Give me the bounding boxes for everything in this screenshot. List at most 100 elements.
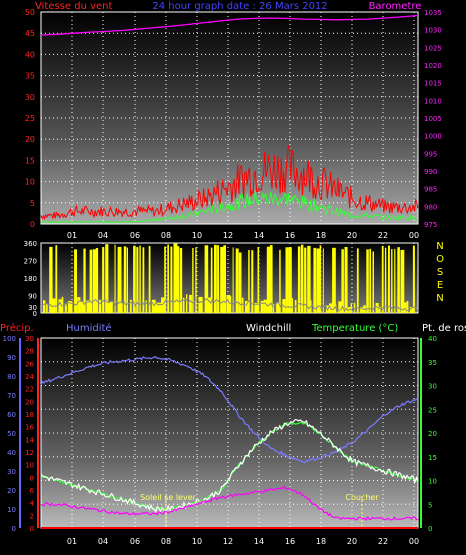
precip-tick-3: 6 bbox=[30, 487, 35, 495]
panel3-2-x-tick-1: 04 bbox=[98, 537, 108, 546]
panel1-right-axis-label: Barometre bbox=[369, 1, 422, 12]
panel1-right-tick-0: 975 bbox=[424, 221, 437, 229]
series-dewpoint-line bbox=[40, 485, 419, 521]
precip-tick-5: 10 bbox=[25, 462, 34, 470]
direction-bar bbox=[381, 246, 384, 313]
direction-bar bbox=[291, 298, 293, 313]
temp-tick-6: 30 bbox=[428, 383, 437, 391]
sunset-annotation: Coucher bbox=[345, 493, 379, 502]
precip-tick-11: 22 bbox=[25, 386, 34, 394]
chart-title: 24 hour graph date : 26 Mars 2012 bbox=[152, 1, 327, 12]
precip-tick-12: 24 bbox=[25, 373, 34, 381]
panel1-0-x-tick-10: 22 bbox=[378, 231, 388, 240]
direction-bar bbox=[366, 249, 369, 313]
panel1-left-tick-3: 15 bbox=[25, 156, 35, 165]
direction-bar bbox=[105, 244, 109, 313]
direction-bar bbox=[266, 246, 271, 313]
direction-bar bbox=[223, 245, 226, 313]
direction-bar bbox=[173, 243, 178, 313]
panel3-2-x-tick-5: 12 bbox=[223, 537, 233, 546]
direction-bar bbox=[198, 296, 203, 313]
direction-bar bbox=[151, 299, 156, 313]
direction-bar bbox=[89, 249, 93, 313]
series-windchill-line bbox=[40, 418, 419, 514]
direction-bar bbox=[154, 302, 158, 313]
panel1-0-x-tick-6: 14 bbox=[254, 231, 264, 240]
panel1-left-tick-8: 40 bbox=[25, 50, 35, 59]
direction-bar bbox=[269, 245, 273, 313]
direction-bar bbox=[61, 296, 64, 313]
panel1-right-tick-4: 995 bbox=[424, 150, 437, 158]
panel1-right-tick-9: 1020 bbox=[424, 62, 442, 70]
temp-tick-3: 15 bbox=[428, 454, 437, 462]
direction-bar bbox=[279, 249, 281, 313]
direction-bar bbox=[92, 249, 97, 313]
direction-bar bbox=[182, 297, 185, 313]
panel1-left-tick-2: 10 bbox=[25, 178, 35, 187]
series-gust-line bbox=[40, 144, 419, 221]
direction-bar bbox=[164, 246, 166, 313]
temp-tick-2: 10 bbox=[428, 478, 437, 486]
panel1-0-x-tick-11: 00 bbox=[409, 231, 419, 240]
direction-bar bbox=[273, 304, 275, 313]
panel1-0-x-tick-0: 01 bbox=[67, 231, 77, 240]
direction-bar bbox=[179, 248, 183, 313]
precip-tick-4: 8 bbox=[30, 474, 34, 482]
direction-bar bbox=[263, 299, 268, 313]
direction-bar bbox=[158, 302, 162, 313]
direction-bar bbox=[301, 244, 304, 313]
windchill-label: Windchill bbox=[246, 323, 291, 334]
direction-bar bbox=[248, 250, 250, 313]
direction-bar bbox=[403, 302, 407, 313]
direction-bar bbox=[288, 247, 292, 313]
direction-bar bbox=[207, 297, 212, 313]
humidity-tick-1: 10 bbox=[7, 506, 16, 514]
direction-bar bbox=[139, 245, 141, 313]
humidity-label: Humidité bbox=[66, 322, 112, 334]
precip-label: Précip. bbox=[0, 322, 34, 334]
temp-tick-1: 5 bbox=[428, 501, 432, 509]
direction-label-2: S bbox=[437, 267, 443, 278]
temp-tick-8: 40 bbox=[428, 335, 437, 343]
direction-bar bbox=[257, 247, 260, 313]
direction-label-1: O bbox=[436, 254, 444, 265]
direction-bar bbox=[102, 247, 105, 313]
direction-bar bbox=[226, 295, 231, 313]
direction-bar bbox=[384, 247, 387, 313]
panel1-right-tick-2: 985 bbox=[424, 186, 437, 194]
temperature-label: Temperature (°C) bbox=[311, 323, 398, 334]
direction-bar bbox=[369, 248, 372, 313]
direction-bar bbox=[307, 245, 311, 313]
direction-bar bbox=[251, 250, 254, 313]
direction-bar bbox=[235, 248, 239, 313]
sunrise-annotation: Soleil se lever bbox=[140, 493, 197, 502]
direction-bar bbox=[123, 246, 127, 313]
precip-tick-15: 30 bbox=[25, 335, 34, 343]
direction-bar bbox=[170, 246, 173, 313]
direction-bar bbox=[133, 245, 136, 313]
temp-tick-7: 35 bbox=[428, 359, 437, 367]
direction-bar bbox=[388, 245, 390, 313]
direction-bar bbox=[229, 295, 232, 313]
panel2-left-tick-2: 90 bbox=[28, 293, 37, 301]
direction-bar bbox=[114, 244, 116, 313]
panel2-left-tick-1: 30 bbox=[28, 304, 37, 312]
humidity-tick-2: 20 bbox=[7, 487, 16, 495]
panel1-0-x-tick-3: 08 bbox=[161, 231, 171, 240]
direction-bar bbox=[319, 245, 322, 313]
temp-tick-5: 25 bbox=[428, 406, 437, 414]
direction-bar bbox=[394, 248, 396, 313]
humidity-tick-5: 50 bbox=[7, 430, 16, 438]
precip-tick-8: 16 bbox=[25, 424, 34, 432]
direction-bar bbox=[192, 248, 194, 313]
panel1-right-tick-3: 990 bbox=[424, 168, 437, 176]
direction-label-3: E bbox=[437, 280, 443, 291]
panel1-0-x-tick-1: 04 bbox=[98, 231, 108, 240]
direction-bar bbox=[210, 247, 213, 313]
direction-bar bbox=[195, 247, 197, 313]
direction-bar bbox=[176, 246, 180, 313]
humidity-tick-9: 90 bbox=[7, 354, 16, 362]
direction-bar bbox=[167, 244, 169, 313]
